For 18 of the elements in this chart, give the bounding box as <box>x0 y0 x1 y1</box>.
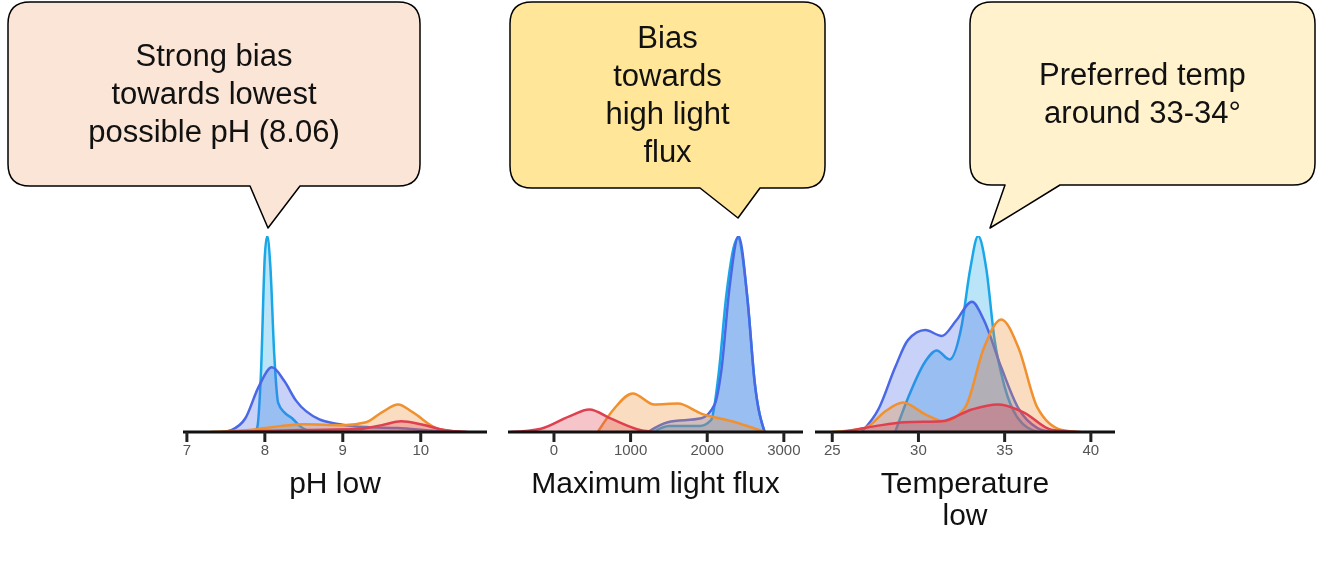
x-tick-label: 2000 <box>690 440 724 458</box>
text: Strong bias towards lowest possible pH (8.06) <box>87 37 341 151</box>
text: Bias towards high light flux <box>604 19 731 171</box>
x-tick-label: 0 <box>549 440 559 458</box>
x-tick-label: 10 <box>412 440 430 458</box>
x-tick-label: 35 <box>996 440 1013 458</box>
x-tick-label: 30 <box>910 440 927 458</box>
x-tick-label: 9 <box>338 440 347 458</box>
x-tick-label: 3000 <box>767 440 801 458</box>
x-axis-title: pH low <box>288 466 382 499</box>
x-tick-label: 8 <box>260 440 270 458</box>
x-tick-label: 7 <box>182 440 192 458</box>
x-tick-label: 40 <box>1082 440 1100 458</box>
x-tick-label: 25 <box>823 440 841 458</box>
x-tick-label: 1000 <box>613 440 648 458</box>
text: Preferred temp around 33-34° <box>1038 55 1247 132</box>
x-axis-title: Maximum light flux <box>530 466 781 499</box>
x-axis-title: Temperature low <box>879 466 1051 531</box>
